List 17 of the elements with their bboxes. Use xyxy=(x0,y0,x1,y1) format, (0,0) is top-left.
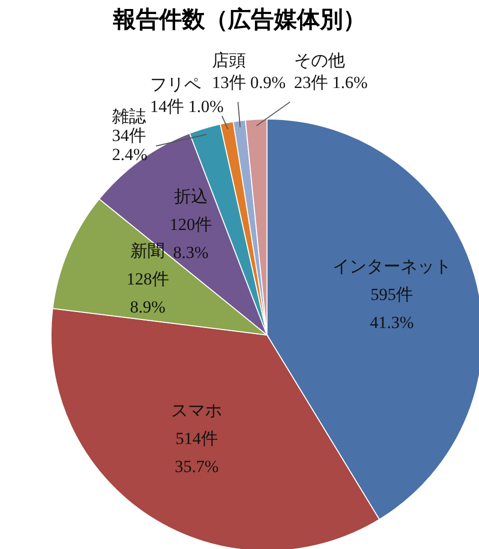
data-label: 514件 35.7% xyxy=(174,428,219,476)
slice-label: 新聞 xyxy=(130,241,165,260)
chart-title: 報告件数（広告媒体別） xyxy=(112,6,367,35)
data-label: 13件 0.9% xyxy=(212,73,286,92)
data-label: 34件 2.4% xyxy=(112,126,148,164)
data-label: 595件 41.3% xyxy=(370,284,414,332)
slice-label: 雑誌 xyxy=(112,107,146,126)
slice-label: 店頭 xyxy=(212,51,246,70)
slice-label: フリペ xyxy=(150,75,201,94)
data-label: 120件 8.3% xyxy=(170,215,212,262)
data-label: 128件 8.9% xyxy=(126,269,169,316)
data-label: 14件 1.0% xyxy=(150,97,224,116)
slice-label: インターネット xyxy=(332,256,452,276)
data-label: 23件 1.6% xyxy=(294,73,368,92)
slice-label: 折込 xyxy=(174,187,208,206)
slice-label: スマホ xyxy=(171,400,222,420)
slice-label: その他 xyxy=(294,51,345,70)
